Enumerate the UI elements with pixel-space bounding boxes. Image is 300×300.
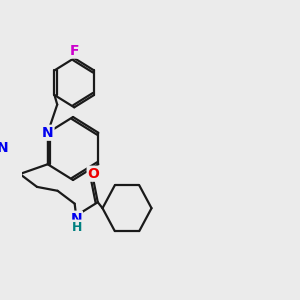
Text: H: H xyxy=(72,220,83,234)
Text: F: F xyxy=(70,44,79,58)
Text: N: N xyxy=(42,126,53,140)
Text: O: O xyxy=(88,167,100,181)
Text: N: N xyxy=(70,212,82,226)
Text: N: N xyxy=(0,142,8,155)
